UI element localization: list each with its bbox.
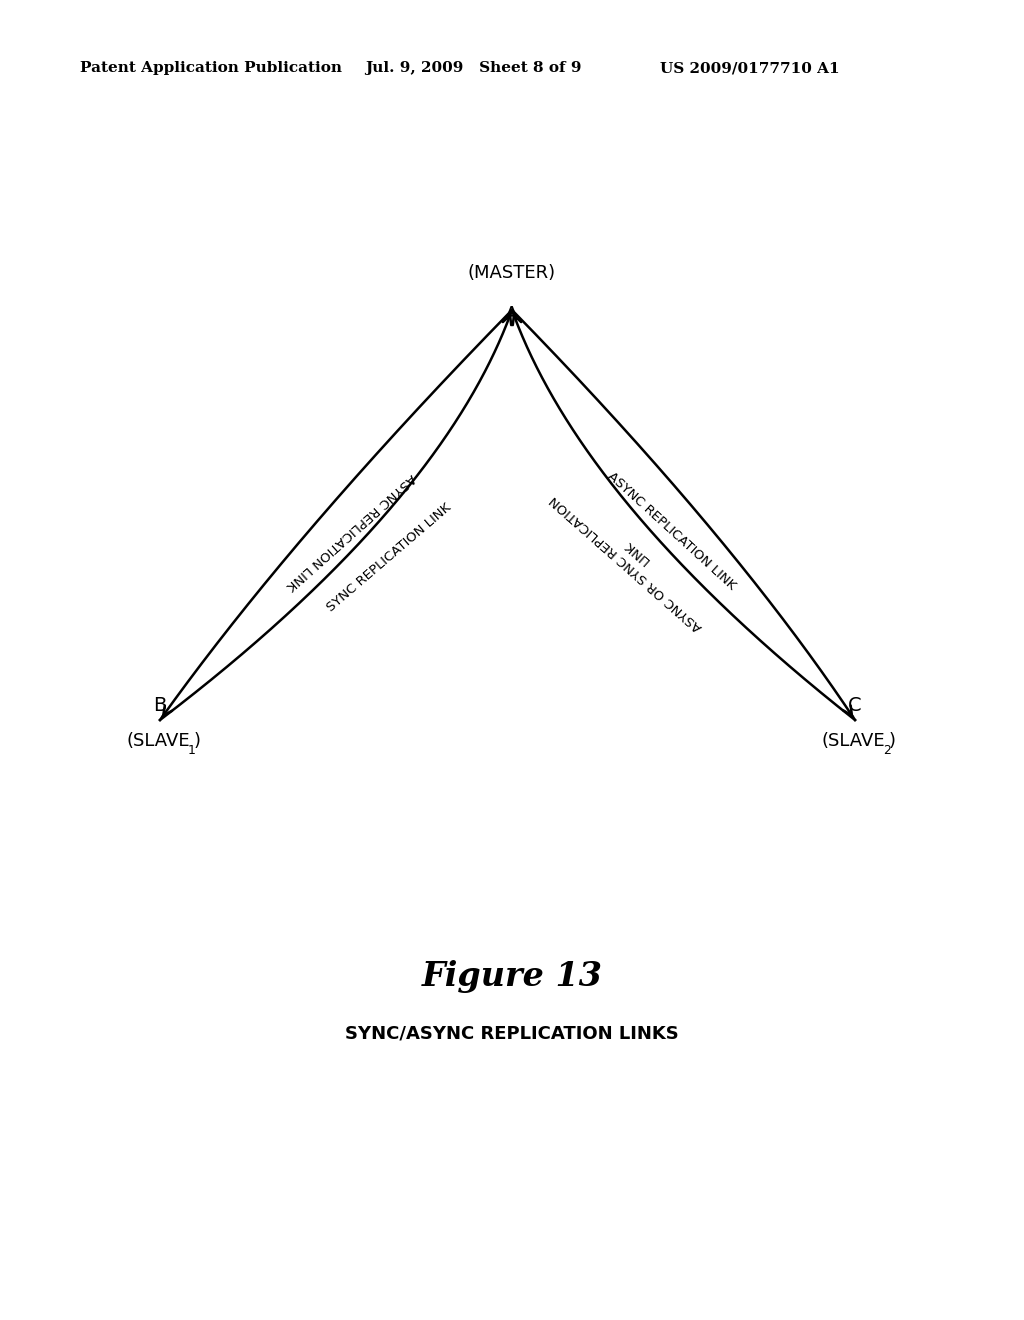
Text: ): ) [194,733,201,750]
Text: (SLAVE: (SLAVE [126,733,189,750]
Text: (MASTER): (MASTER) [468,264,556,282]
Text: ASYNC REPLICATION LINK: ASYNC REPLICATION LINK [605,470,738,593]
Text: 2: 2 [883,744,891,756]
Text: ASYNC REPLICATION LINK: ASYNC REPLICATION LINK [283,471,417,593]
Text: Patent Application Publication: Patent Application Publication [80,61,342,75]
Text: US 2009/0177710 A1: US 2009/0177710 A1 [660,61,840,75]
Text: ): ) [889,733,896,750]
Text: 1: 1 [188,744,196,756]
Text: Figure 13: Figure 13 [422,960,602,993]
Text: (SLAVE: (SLAVE [821,733,885,750]
Text: Jul. 9, 2009   Sheet 8 of 9: Jul. 9, 2009 Sheet 8 of 9 [365,61,582,75]
Text: SYNC/ASYNC REPLICATION LINKS: SYNC/ASYNC REPLICATION LINKS [345,1026,679,1043]
Text: B: B [154,696,167,715]
Text: A: A [505,305,519,323]
Text: C: C [848,696,862,715]
Text: SYNC REPLICATION LINK: SYNC REPLICATION LINK [325,500,454,614]
Text: ASYNC OR SYNC REPLICATION
LINK: ASYNC OR SYNC REPLICATION LINK [548,482,715,634]
